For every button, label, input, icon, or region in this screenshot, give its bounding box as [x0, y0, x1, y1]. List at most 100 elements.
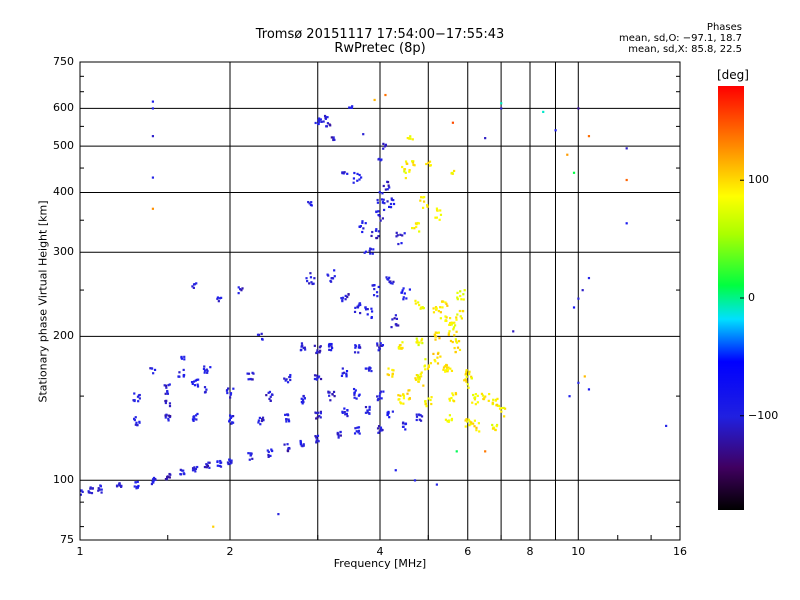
- data-point: [399, 401, 402, 404]
- data-point: [425, 405, 428, 408]
- data-point: [183, 472, 186, 476]
- data-point: [137, 484, 140, 488]
- data-point: [262, 418, 265, 422]
- data-point: [196, 385, 200, 388]
- data-point: [375, 228, 378, 231]
- data-point: [494, 428, 497, 431]
- data-point: [241, 287, 244, 290]
- data-point: [362, 133, 365, 136]
- stats-line-o: mean, sd,O: −97.1, 18.7: [619, 33, 742, 44]
- data-point: [366, 313, 369, 316]
- data-point: [397, 324, 400, 327]
- data-point: [435, 216, 438, 219]
- data-point: [283, 377, 286, 380]
- data-point: [167, 475, 170, 479]
- y-tick-label: 400: [53, 185, 74, 199]
- data-point: [80, 489, 83, 492]
- data-point: [319, 416, 322, 419]
- data-point: [386, 373, 389, 376]
- data-point: [448, 397, 451, 400]
- data-point: [464, 425, 467, 428]
- data-point: [379, 390, 383, 393]
- data-point: [387, 373, 390, 377]
- data-point: [353, 351, 357, 354]
- data-point: [377, 285, 380, 289]
- data-point: [374, 229, 378, 232]
- data-point: [403, 168, 406, 171]
- data-point: [451, 121, 455, 124]
- data-point: [369, 252, 372, 255]
- data-point: [417, 301, 420, 304]
- data-point: [459, 294, 462, 298]
- data-point: [164, 392, 167, 395]
- data-point: [418, 418, 421, 421]
- data-point: [329, 280, 333, 283]
- data-point: [329, 399, 332, 402]
- data-point: [314, 121, 317, 125]
- data-point: [577, 297, 580, 300]
- data-point: [151, 100, 155, 103]
- data-point: [473, 425, 476, 428]
- data-point: [382, 198, 385, 201]
- data-point: [345, 369, 349, 373]
- data-point: [341, 372, 344, 375]
- y-tick-label: 200: [53, 329, 74, 343]
- data-point: [196, 383, 199, 386]
- data-point: [423, 365, 426, 368]
- data-point: [319, 410, 322, 413]
- data-point: [194, 467, 198, 470]
- data-point: [491, 427, 495, 430]
- data-point: [326, 273, 329, 276]
- data-point: [404, 422, 408, 425]
- data-point: [300, 397, 303, 400]
- data-point: [117, 483, 121, 486]
- data-point: [259, 423, 262, 426]
- data-point: [195, 418, 198, 421]
- data-point: [332, 390, 336, 394]
- data-point: [358, 225, 361, 228]
- data-point: [191, 467, 195, 470]
- data-point: [261, 338, 264, 341]
- data-point: [317, 122, 320, 126]
- data-point: [500, 102, 503, 105]
- data-point: [203, 465, 207, 469]
- data-point: [424, 368, 427, 371]
- data-point: [390, 326, 393, 329]
- data-point: [455, 341, 459, 344]
- data-point: [260, 332, 263, 335]
- data-point: [341, 367, 344, 370]
- data-point: [389, 202, 393, 206]
- data-point: [344, 298, 347, 301]
- data-point: [447, 420, 450, 423]
- data-point: [453, 324, 457, 327]
- data-point: [307, 200, 310, 204]
- data-point: [408, 137, 411, 140]
- data-point: [381, 344, 385, 347]
- data-point: [206, 464, 210, 467]
- data-point: [572, 171, 576, 174]
- data-point: [427, 397, 430, 400]
- data-point: [364, 250, 368, 253]
- data-point: [180, 357, 184, 360]
- data-point: [420, 375, 423, 378]
- data-point: [352, 387, 356, 391]
- data-point: [342, 172, 345, 175]
- data-point: [405, 162, 408, 165]
- data-point: [386, 188, 389, 191]
- data-point: [373, 98, 376, 102]
- data-point: [455, 318, 458, 321]
- data-point: [495, 403, 499, 406]
- x-tick-label: 4: [376, 545, 384, 558]
- data-point: [476, 394, 479, 397]
- data-point: [502, 406, 505, 410]
- data-point: [424, 400, 427, 403]
- data-point: [375, 236, 379, 240]
- data-point: [442, 366, 446, 369]
- data-point: [462, 293, 465, 296]
- data-point: [327, 343, 331, 347]
- data-point: [166, 390, 169, 394]
- data-point: [472, 422, 475, 425]
- data-point: [342, 371, 346, 374]
- data-point: [577, 107, 580, 110]
